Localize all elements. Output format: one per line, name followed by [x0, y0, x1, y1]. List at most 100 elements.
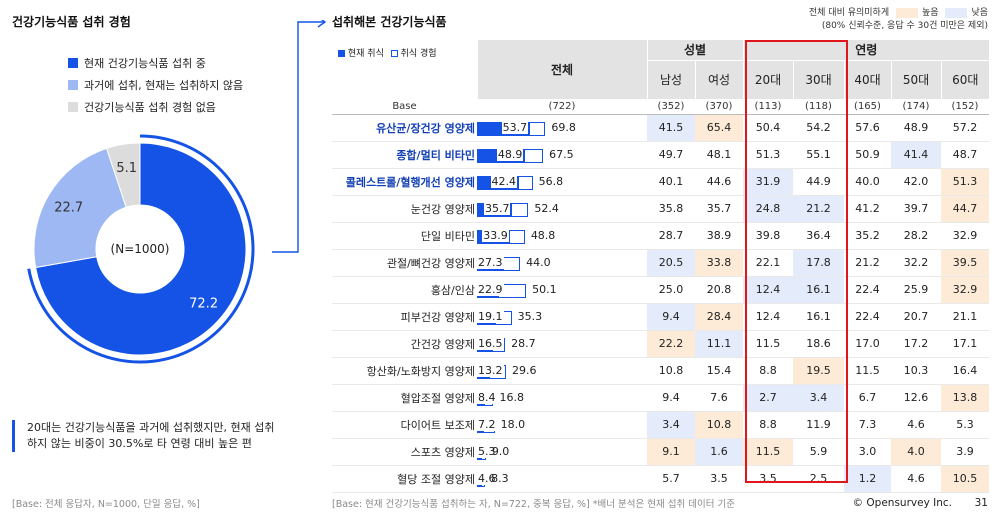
row-label: 스포츠 영양제: [332, 438, 477, 466]
bar-legend-exp-label: 취식 경험: [400, 49, 437, 59]
table-cell: 3.4: [793, 384, 844, 412]
table-cell: 11.9: [793, 411, 844, 439]
bar-legend-current-swatch: [338, 50, 345, 57]
table-row: 혈압조절 영양제 8.4 16.8 9.4 7.6 2.7 3.4 6.7 12.6 13.8: [332, 384, 989, 412]
sig-low-swatch: [945, 7, 968, 18]
page-number: 31: [974, 497, 988, 509]
bar-track: 19.1 35.3: [477, 304, 647, 330]
row-label: 간건강 영양제: [332, 330, 477, 358]
table-row: 콜레스트롤/혈행개선 영양제 42.4 56.8 40.1 44.6 31.9 44.9 40…: [332, 168, 989, 196]
group-header-age: 연령: [742, 40, 989, 61]
bar-track: 27.3 44.0: [477, 250, 647, 276]
legend-label-past: 과거에 섭취, 현재는 섭취하지 않음: [84, 79, 244, 92]
table-cell: 39.5: [941, 249, 989, 277]
bar-track: 8.4 16.8: [477, 385, 647, 411]
bar-current-label: 27.3: [477, 255, 504, 269]
bar-cell: 5.3 9.0: [477, 438, 647, 466]
table-row: 관절/뼈건강 영양제 27.3 44.0 20.5 33.8 22.1 17.8 21.2 32…: [332, 249, 989, 277]
base-20s: (113): [743, 99, 793, 115]
legend-swatch-past: [68, 80, 78, 90]
table-cell: 25.0: [647, 276, 695, 304]
table-cell: 5.9: [793, 438, 844, 466]
bar-current-label: 35.7: [483, 201, 511, 215]
table-cell: 3.0: [844, 438, 891, 466]
base-label: Base: [332, 99, 477, 115]
table-cell: 12.4: [743, 276, 793, 304]
table-cell: 50.4: [743, 114, 793, 142]
row-label: 혈압조절 영양제: [332, 384, 477, 412]
table-cell: 44.9: [793, 168, 844, 196]
table-cell: 11.5: [743, 330, 793, 358]
table-cell: 41.2: [844, 195, 891, 223]
row-label: 종합/멀티 비타민: [332, 141, 477, 169]
table-cell: 5.7: [647, 465, 695, 493]
donut-value-label: 5.1: [116, 161, 137, 176]
table-cell: 57.6: [844, 114, 891, 142]
bar-experience-label: 35.3: [517, 309, 543, 323]
table-cell: 35.7: [695, 195, 743, 223]
table-cell: 16.1: [793, 276, 844, 304]
row-label: 다이어트 보조제: [332, 411, 477, 439]
bar-experience-label: 48.8: [530, 228, 556, 242]
table-cell: 1.2: [844, 465, 891, 493]
donut-value-label: 72.2: [189, 296, 218, 311]
table-cell: 7.3: [844, 411, 891, 439]
donut-chart: (N=1000) 72.2 22.7 5.1: [27, 134, 255, 364]
table-cell: 15.4: [695, 357, 743, 385]
table-cell: 8.8: [743, 411, 793, 439]
bar-current-label: 33.9: [482, 228, 509, 242]
legend-item-current: 현재 건강기능식품 섭취 중: [68, 55, 206, 71]
sig-legend-title: 전체 대비 유의미하게: [808, 8, 890, 18]
bar-track: 7.2 18.0: [477, 412, 647, 438]
table-cell: 38.9: [695, 222, 743, 250]
table-row: 단일 비타민 33.9 48.8 28.7 38.9 39.8 36.4 35.2 28.2 32…: [332, 222, 989, 250]
table-cell: 6.7: [844, 384, 891, 412]
banner-table: 현재 취식 취식 경험 전체 성별 연령 남성 여성 20대 30대 40대 5…: [332, 40, 989, 493]
insight-note: 20대는 건강기능식품을 과거에 섭취했지만, 현재 섭취하지 않는 비중이 3…: [12, 420, 282, 452]
col-header-female: 여성: [694, 60, 743, 99]
table-row: 스포츠 영양제 5.3 9.0 9.1 1.6 11.5 5.9 3.0 4.0 3.9: [332, 438, 989, 466]
donut-slice: [33, 147, 127, 269]
table-cell: 48.1: [695, 141, 743, 169]
col-header-40s: 40대: [843, 60, 891, 99]
bar-track: 35.7 52.4: [477, 196, 647, 222]
bar-legend-current-label: 현재 취식: [347, 49, 384, 59]
legend-swatch-current: [68, 58, 78, 68]
sig-low-label: 낮음: [971, 8, 988, 18]
bar-experience-label: 9.0: [491, 444, 510, 458]
donut-highlight-ring: [27, 134, 255, 364]
base-row: Base (722) (352) (370) (113) (118) (165)…: [332, 99, 989, 115]
table-cell: 17.2: [891, 330, 941, 358]
table-cell: 31.9: [743, 168, 793, 196]
table-row: 눈건강 영양제 35.7 52.4 35.8 35.7 24.8 21.2 41.2 39.7 4…: [332, 195, 989, 223]
bar-current-label: 22.9: [477, 282, 504, 296]
table-cell: 51.3: [941, 168, 989, 196]
table-cell: 57.2: [941, 114, 989, 142]
bar-experience-label: 44.0: [526, 255, 551, 269]
base-30s: (118): [793, 99, 844, 115]
table-cell: 22.2: [647, 330, 695, 358]
row-label: 홍삼/인삼: [332, 276, 477, 304]
table-cell: 10.5: [941, 465, 989, 493]
table-cell: 42.0: [891, 168, 941, 196]
bar-cell: 42.4 56.8: [477, 168, 647, 196]
table-cell: 20.8: [695, 276, 743, 304]
bar-legend-exp-swatch: [390, 50, 398, 57]
bar-cell: 22.9 50.1: [477, 276, 647, 304]
table-cell: 20.7: [891, 303, 941, 331]
table-cell: 12.4: [743, 303, 793, 331]
col-header-20s: 20대: [742, 60, 793, 99]
bar-experience-label: 16.8: [499, 390, 524, 404]
table-cell: 16.4: [941, 357, 989, 385]
bar-cell: 48.9 67.5: [477, 141, 647, 169]
table-cell: 21.2: [844, 249, 891, 277]
base-male: (352): [647, 99, 695, 115]
table-cell: 22.4: [844, 303, 891, 331]
table-cell: 33.8: [695, 249, 743, 277]
table-cell: 25.9: [891, 276, 941, 304]
table-cell: 4.6: [891, 411, 941, 439]
table-cell: 35.2: [844, 222, 891, 250]
bar-track: 5.3 9.0: [477, 439, 647, 465]
table-cell: 5.3: [941, 411, 989, 439]
table-row: 종합/멀티 비타민 48.9 67.5 49.7 48.1 51.3 55.1 50.9 41.…: [332, 141, 989, 169]
